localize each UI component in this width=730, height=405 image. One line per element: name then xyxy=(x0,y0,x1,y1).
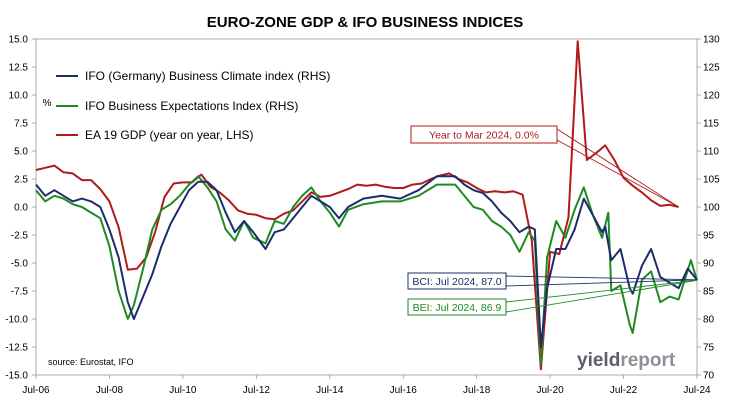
left-tick-label: 15.0 xyxy=(9,35,29,46)
annotation-leader-line xyxy=(505,275,698,281)
right-tick-label: 75 xyxy=(703,343,715,354)
right-tick-label: 110 xyxy=(703,147,719,158)
x-tick-label: Jul-14 xyxy=(316,385,344,396)
x-tick-label: Jul-08 xyxy=(96,385,124,396)
annotation-box xyxy=(410,125,558,144)
x-tick-label: Jul-06 xyxy=(22,385,50,396)
left-tick-label: 2.5 xyxy=(14,175,28,186)
series-line xyxy=(35,175,698,348)
annotations-group: Year to Mar 2024, 0.0% BCI: Jul 2024, 87.… xyxy=(407,125,698,316)
yieldreport-logo: yieldreport xyxy=(577,350,676,371)
x-tick-label: Jul-24 xyxy=(683,385,711,396)
annotation-leader-line xyxy=(556,139,679,208)
annotation-leader-line xyxy=(505,279,698,287)
right-tick-label: 80 xyxy=(703,315,715,326)
right-tick-label: 90 xyxy=(703,259,715,270)
right-tick-label: 130 xyxy=(703,35,720,46)
annotation-label: BEI: Jul 2024, 86.9 xyxy=(413,302,502,314)
x-tick-label: Jul-10 xyxy=(169,385,197,396)
series-line xyxy=(35,175,698,365)
left-tick-label: -12.5 xyxy=(5,343,28,354)
left-tick-label: -10.0 xyxy=(5,315,28,326)
right-tick-label: 95 xyxy=(703,231,715,242)
right-tick-label: 120 xyxy=(703,91,720,102)
right-tick-label: 100 xyxy=(703,203,720,214)
left-tick-label: -5.0 xyxy=(11,259,29,270)
right-tick-label: 85 xyxy=(703,287,715,298)
x-tick-label: Jul-22 xyxy=(610,385,638,396)
left-tick-label: 12.5 xyxy=(9,63,29,74)
svg-text:yieldreport: yieldreport xyxy=(577,350,676,371)
annotation-box xyxy=(407,272,507,290)
annotation-leader-line xyxy=(556,128,679,208)
x-tick-label: Jul-18 xyxy=(463,385,491,396)
annotation-leader-line xyxy=(505,279,698,313)
x-tick-label: Jul-16 xyxy=(390,385,418,396)
logo-yield: yield xyxy=(577,350,620,371)
legend-label: IFO (Germany) Business Climate index (RH… xyxy=(85,69,330,83)
series-line xyxy=(35,40,679,371)
left-tick-label: 7.5 xyxy=(14,119,28,130)
left-tick-label: 0.0 xyxy=(14,203,28,214)
logo-report: report xyxy=(620,350,676,371)
right-tick-label: 125 xyxy=(703,63,720,74)
series-group xyxy=(35,40,698,371)
left-tick-label: 10.0 xyxy=(9,91,29,102)
x-tick-label: Jul-20 xyxy=(536,385,564,396)
annotation-box xyxy=(407,298,507,316)
x-tick-label: Jul-12 xyxy=(243,385,271,396)
left-axis-unit: % xyxy=(43,98,52,109)
left-tick-label: -2.5 xyxy=(11,231,29,242)
legend-label: EA 19 GDP (year on year, LHS) xyxy=(85,128,254,142)
source-note: source: Eurostat, IFO xyxy=(48,357,134,367)
left-tick-label: -7.5 xyxy=(11,287,29,298)
left-tick-label: -15.0 xyxy=(5,371,28,382)
right-tick-label: 105 xyxy=(703,175,720,186)
chart-title: EURO-ZONE GDP & IFO BUSINESS INDICES xyxy=(207,14,523,31)
annotation-leader-line xyxy=(505,279,698,303)
right-tick-label: 70 xyxy=(703,371,715,382)
legend-label: IFO Business Expectations Index (RHS) xyxy=(85,99,298,113)
legend: IFO (Germany) Business Climate index (RH… xyxy=(56,69,330,142)
annotation-label: Year to Mar 2024, 0.0% xyxy=(429,130,539,142)
annotation-label: BCI: Jul 2024, 87.0 xyxy=(412,276,501,288)
left-tick-label: 5.0 xyxy=(14,147,28,158)
axes-group: 15.0 12.5 10.0 7.5 5.0 2.5 0.0 -2.5 -5.0 -7.5 -10.… xyxy=(5,35,720,397)
right-tick-label: 115 xyxy=(703,119,719,130)
